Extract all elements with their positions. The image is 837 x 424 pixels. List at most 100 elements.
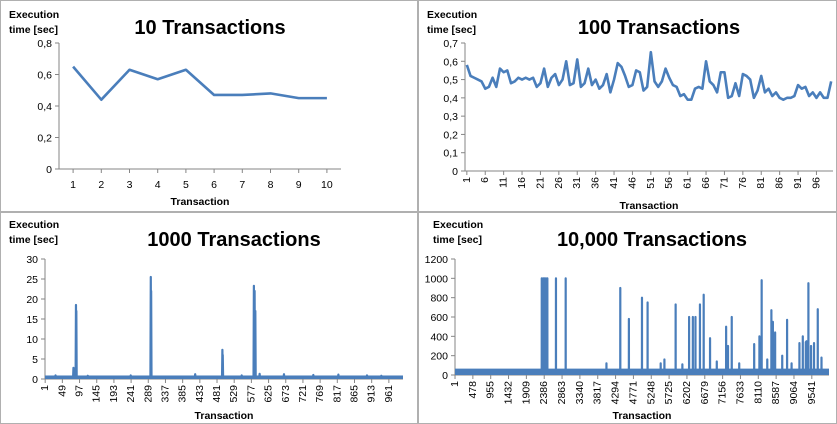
y-tick-label: 10 xyxy=(26,334,38,346)
y-tick-label: 0,3 xyxy=(443,111,458,123)
y-tick-label: 600 xyxy=(430,312,448,324)
x-tick-label: 4 xyxy=(155,179,161,191)
chart-svg-10: 10 Transactions Execution time [sec] Transa… xyxy=(9,9,341,208)
series-line xyxy=(465,50,833,101)
x-tick-label: 289 xyxy=(142,385,154,403)
y-tick-label: 0,4 xyxy=(37,101,52,113)
x-tick-label: 10 xyxy=(321,179,333,191)
x-tick-label: 5248 xyxy=(645,381,657,405)
x-tick-label: 913 xyxy=(366,385,378,403)
x-tick-label: 5 xyxy=(183,179,189,191)
x-tick-label: 16 xyxy=(516,177,528,189)
x-tick-label: 46 xyxy=(626,177,638,189)
x-tick-label: 7156 xyxy=(717,381,729,405)
chart-title: 1000 Transactions xyxy=(147,229,320,251)
chart-svg-10000: 10,000 Transactions Execution time [sec] Tr… xyxy=(425,219,829,422)
x-tick-label: 961 xyxy=(383,385,395,403)
x-tick-label: 3817 xyxy=(592,381,604,405)
series-line xyxy=(455,277,829,374)
x-tick-label: 478 xyxy=(467,381,479,399)
y-tick-label: 0,2 xyxy=(443,129,458,141)
y-tick-label: 25 xyxy=(26,274,38,286)
y-tick-label: 20 xyxy=(26,294,38,306)
x-tick-label: 4771 xyxy=(627,381,639,405)
x-tick-label: 6 xyxy=(479,177,491,183)
y-tick-label: 0,6 xyxy=(37,70,52,82)
x-tick-label: 1432 xyxy=(503,381,515,405)
x-axis-label: Transaction xyxy=(620,200,679,212)
chart-svg-100: 100 Transactions Execution time [sec] Trans… xyxy=(427,9,833,212)
y-axis-label-line1: Execution xyxy=(427,9,477,21)
x-tick-label: 97 xyxy=(74,385,86,397)
chart-title: 10 Transactions xyxy=(134,17,285,39)
y-tick-label: 800 xyxy=(430,293,448,305)
x-tick-label: 1909 xyxy=(520,381,532,405)
x-tick-label: 8110 xyxy=(752,381,764,404)
series-line xyxy=(45,275,403,379)
x-tick-label: 1 xyxy=(461,177,473,183)
y-tick-label: 30 xyxy=(26,254,38,266)
y-tick-label: 0,8 xyxy=(37,38,52,50)
chart-panel-10000: 10,000 Transactions Execution time [sec] Tr… xyxy=(418,212,837,424)
x-tick-label: 673 xyxy=(280,385,292,403)
y-tick-label: 1200 xyxy=(425,254,449,266)
x-tick-label: 49 xyxy=(56,385,68,397)
chart-panel-1000: 1000 Transactions Execution time [sec] Tran… xyxy=(0,212,418,424)
chart-title: 100 Transactions xyxy=(578,17,740,39)
x-tick-label: 2386 xyxy=(538,381,550,405)
x-tick-label: 31 xyxy=(571,177,583,189)
x-tick-label: 96 xyxy=(810,177,822,189)
x-tick-label: 9 xyxy=(296,179,302,191)
x-tick-label: 7633 xyxy=(734,381,746,405)
x-tick-label: 3340 xyxy=(574,381,586,405)
x-tick-label: 955 xyxy=(485,381,497,399)
x-tick-label: 433 xyxy=(194,385,206,403)
x-tick-label: 481 xyxy=(211,385,223,403)
y-tick-label: 200 xyxy=(430,351,448,363)
y-axis-label-line1: Execution xyxy=(9,9,59,21)
x-tick-label: 21 xyxy=(534,177,546,189)
x-tick-label: 817 xyxy=(331,385,343,403)
x-tick-label: 193 xyxy=(108,385,120,403)
y-tick-label: 0 xyxy=(452,166,458,178)
x-axis-label: Transaction xyxy=(613,410,672,422)
x-tick-label: 2863 xyxy=(556,381,568,405)
x-tick-label: 385 xyxy=(177,385,189,403)
x-tick-label: 81 xyxy=(755,177,767,189)
x-tick-label: 3 xyxy=(127,179,133,191)
series-noise-band xyxy=(45,375,403,379)
x-tick-label: 2 xyxy=(98,179,104,191)
y-tick-label: 0,6 xyxy=(443,56,458,68)
x-tick-label: 66 xyxy=(700,177,712,189)
y-tick-label: 0,2 xyxy=(37,133,52,145)
x-axis-label: Transaction xyxy=(195,410,254,422)
x-tick-label: 71 xyxy=(718,177,730,189)
series-noise-band xyxy=(455,368,829,375)
x-tick-label: 56 xyxy=(663,177,675,189)
y-tick-label: 1000 xyxy=(425,273,449,285)
y-tick-label: 0,1 xyxy=(443,148,458,160)
x-tick-label: 1 xyxy=(70,179,76,191)
y-axis-label-line2: time [sec] xyxy=(433,234,482,246)
x-tick-label: 6202 xyxy=(681,381,693,405)
chart-title: 10,000 Transactions xyxy=(557,229,747,251)
x-tick-label: 8587 xyxy=(770,381,782,405)
y-axis-label-line2: time [sec] xyxy=(9,24,58,36)
x-tick-label: 721 xyxy=(297,385,309,403)
y-axis-label-line1: Execution xyxy=(433,219,483,231)
y-tick-label: 0 xyxy=(32,374,38,386)
y-tick-label: 400 xyxy=(430,331,448,343)
x-tick-label: 5725 xyxy=(663,381,675,405)
x-tick-label: 769 xyxy=(314,385,326,403)
chart-panel-100: 100 Transactions Execution time [sec] Trans… xyxy=(418,0,837,212)
x-tick-label: 61 xyxy=(682,177,694,189)
x-tick-label: 1 xyxy=(449,381,461,387)
chart-svg-1000: 1000 Transactions Execution time [sec] Tran… xyxy=(9,219,403,422)
series-line xyxy=(72,65,327,101)
x-tick-label: 529 xyxy=(228,385,240,403)
x-tick-label: 625 xyxy=(263,385,275,403)
x-tick-label: 41 xyxy=(608,177,620,189)
x-tick-label: 865 xyxy=(348,385,360,403)
y-tick-label: 5 xyxy=(32,354,38,366)
x-tick-label: 9064 xyxy=(788,381,800,405)
